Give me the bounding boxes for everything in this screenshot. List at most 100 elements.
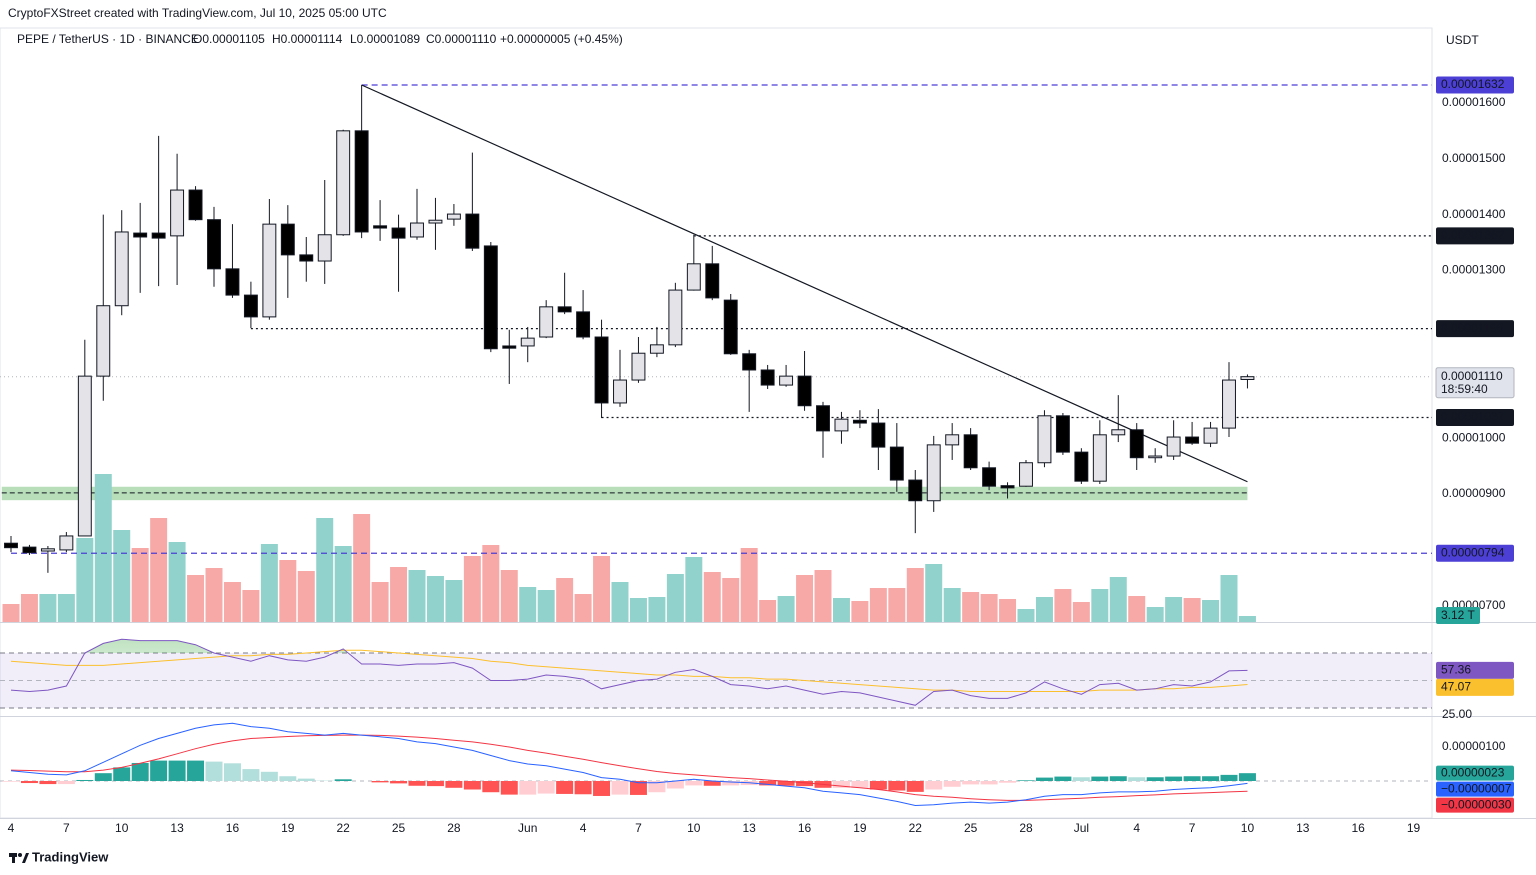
histogram-bar <box>629 781 647 795</box>
candle-body <box>594 336 609 404</box>
histogram-bar <box>20 781 38 784</box>
volume-bar <box>168 542 186 622</box>
histogram-label: 0.00000023 <box>1441 765 1505 779</box>
histogram-bar <box>759 781 777 786</box>
x-tick-label: 13 <box>743 821 757 835</box>
candle-body <box>1166 436 1181 457</box>
histogram-bar <box>408 781 426 786</box>
candle-body <box>354 130 369 233</box>
volume-label: 3.12 T <box>1441 608 1475 622</box>
axes: 4 7 10 13 16 19 22 25 28 Jun 4 7 10 13 16 19 22 25 28 Jul 4 7… <box>8 76 1515 835</box>
volume-bar <box>574 594 592 622</box>
histogram-bar <box>537 781 555 794</box>
histogram-bar <box>648 781 666 793</box>
volume-bar <box>205 568 223 622</box>
candle-body <box>539 306 554 338</box>
histogram-bar <box>297 778 315 782</box>
x-tick-label: 4 <box>1133 821 1140 835</box>
y-tick-label: 0.00001000 <box>1442 430 1506 444</box>
histogram-bar <box>1146 777 1164 782</box>
volume-bar <box>187 575 205 622</box>
price-pane <box>0 84 1432 622</box>
trendline <box>361 84 1248 483</box>
y-tick-label: 0.00001400 <box>1442 207 1506 221</box>
x-tick-label: 4 <box>8 821 15 835</box>
y-tick-label: 0.00001600 <box>1442 95 1506 109</box>
x-tick-label: Jul <box>1074 821 1089 835</box>
candle-body <box>225 268 240 296</box>
candle-body <box>22 546 37 554</box>
volume-bar <box>242 590 260 622</box>
volume-bar <box>1091 589 1109 622</box>
x-tick-label: 25 <box>964 821 978 835</box>
volume-bar <box>260 544 278 622</box>
last-price-label: 0.00001110 <box>1441 369 1503 383</box>
volume-bar <box>316 518 334 622</box>
volume-bar <box>648 597 666 622</box>
volume-bar <box>925 564 943 622</box>
histogram-bar <box>888 781 906 791</box>
volume-bar <box>57 594 75 622</box>
volume-bar <box>353 514 371 622</box>
volume-bar <box>888 588 906 622</box>
level-label-box <box>1436 320 1514 338</box>
histogram-bar <box>463 781 481 790</box>
candle-body <box>686 263 701 291</box>
volume-bar <box>297 571 315 622</box>
x-tick-label: 4 <box>580 821 587 835</box>
histogram-bar <box>611 781 629 795</box>
x-tick-label: 22 <box>337 821 351 835</box>
volume-bar <box>1165 597 1183 622</box>
candle-body <box>207 219 221 270</box>
attribution: CryptoFXStreet created with TradingView.… <box>8 6 387 20</box>
histogram-bar <box>426 781 444 787</box>
histogram-label-box <box>1436 765 1514 781</box>
candle-body <box>871 422 886 448</box>
volume-bar <box>76 538 94 622</box>
volume-bar <box>1220 575 1238 622</box>
candle-body <box>1185 436 1200 444</box>
volume-bar <box>629 598 647 622</box>
rsi-value-label: 57.36 <box>1441 663 1471 677</box>
x-tick-label: 19 <box>853 821 867 835</box>
logo-part <box>12 853 15 863</box>
signal-line <box>10 734 1248 801</box>
candle-body <box>1092 434 1107 482</box>
histogram-bar <box>242 769 260 782</box>
histogram-bar <box>943 781 961 787</box>
rsi-ma-label-box <box>1436 678 1514 696</box>
histogram-bar <box>150 760 168 782</box>
volume-bar <box>556 578 574 622</box>
volume-bar <box>759 600 777 622</box>
x-tick-label: 13 <box>1296 821 1310 835</box>
volume-bar <box>685 557 703 622</box>
x-tick-label: 7 <box>63 821 70 835</box>
candle-body <box>373 225 388 229</box>
macd-line <box>10 722 1248 807</box>
histogram-bar <box>76 779 94 782</box>
candle-body <box>410 222 424 238</box>
volume-bar <box>2 604 20 622</box>
candle-body <box>668 289 683 346</box>
candle-body <box>1000 485 1015 489</box>
histogram-bar <box>1054 776 1072 782</box>
volume-bar <box>463 556 481 622</box>
histogram-bar <box>57 781 75 785</box>
volume-bar <box>1109 577 1127 622</box>
macd-label-box <box>1436 781 1514 797</box>
x-tick-label: 7 <box>635 821 642 835</box>
histogram-bar <box>1165 776 1183 782</box>
candle-body <box>428 219 443 224</box>
candle-body <box>576 311 591 338</box>
macd-tick-label: 0.00000100 <box>1442 739 1506 753</box>
candle-body <box>1240 376 1255 380</box>
candle-body <box>317 234 332 262</box>
histogram-bar <box>39 781 57 785</box>
histogram-bar <box>260 771 278 782</box>
candle-body <box>1037 415 1052 464</box>
candle-body <box>96 305 111 377</box>
candle-body <box>963 434 978 469</box>
histogram-bar <box>703 781 721 786</box>
